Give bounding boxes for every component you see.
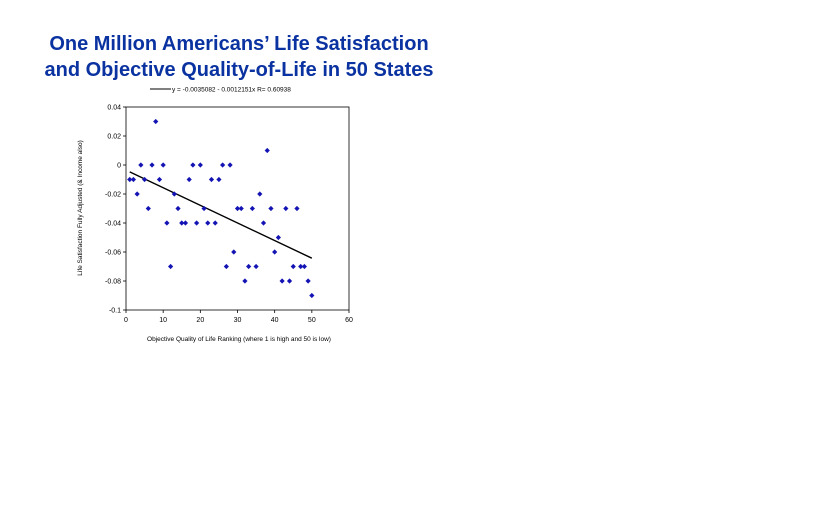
trendline bbox=[129, 171, 313, 259]
x-tick-label: 10 bbox=[159, 317, 167, 324]
data-point bbox=[275, 234, 281, 241]
x-tick-label: 60 bbox=[345, 317, 353, 324]
y-axis: 0.04 0.02 0 -0.02 -0.04 -0.06 -0.08 -0.1 bbox=[105, 105, 126, 315]
data-point bbox=[130, 176, 137, 183]
data-point bbox=[134, 191, 140, 197]
data-point bbox=[171, 191, 177, 197]
data-point bbox=[138, 162, 144, 168]
data-point bbox=[238, 205, 244, 212]
data-point bbox=[234, 205, 241, 212]
x-tick-label: 40 bbox=[271, 317, 279, 324]
data-point bbox=[309, 292, 315, 299]
data-point bbox=[175, 205, 181, 212]
data-point bbox=[227, 162, 233, 168]
data-point bbox=[186, 176, 192, 183]
y-tick-label: -0.08 bbox=[105, 279, 121, 286]
data-point bbox=[208, 176, 215, 183]
data-point bbox=[197, 162, 203, 168]
y-tick-label: 0.04 bbox=[107, 105, 121, 112]
y-tick-label: -0.04 bbox=[105, 221, 121, 228]
data-point bbox=[283, 205, 289, 212]
data-points bbox=[127, 118, 315, 299]
data-point bbox=[212, 220, 218, 226]
data-point bbox=[290, 263, 296, 270]
data-point bbox=[272, 249, 278, 255]
y-axis-label: Life Satisfaction Fully Adjusted (& Inco… bbox=[77, 140, 84, 275]
data-point bbox=[231, 249, 237, 255]
y-tick-label: 0 bbox=[117, 163, 121, 170]
legend: y = -0.0035082 - 0.0012151x R= 0.60938 bbox=[150, 87, 291, 94]
data-point bbox=[220, 162, 226, 168]
y-tick-label: -0.1 bbox=[109, 308, 121, 315]
data-point bbox=[249, 205, 255, 212]
data-point bbox=[182, 220, 189, 226]
trendline-group bbox=[129, 171, 313, 259]
data-point bbox=[242, 278, 248, 284]
data-point bbox=[153, 118, 159, 125]
data-point bbox=[127, 176, 133, 183]
data-point bbox=[160, 162, 166, 168]
x-tick-label: 0 bbox=[124, 317, 128, 324]
data-point bbox=[145, 205, 151, 212]
chart-title-line1: One Million Americans’ Life Satisfaction bbox=[49, 33, 429, 55]
data-point bbox=[286, 278, 293, 284]
x-axis-label: Objective Quality of Life Ranking (where… bbox=[147, 336, 331, 343]
data-point bbox=[264, 147, 270, 154]
data-point bbox=[223, 263, 229, 270]
data-point bbox=[298, 263, 304, 270]
data-point bbox=[301, 263, 307, 270]
data-point bbox=[294, 205, 300, 212]
y-tick-label: 0.02 bbox=[107, 134, 121, 141]
x-tick-label: 20 bbox=[196, 317, 204, 324]
x-tick-label: 30 bbox=[234, 317, 242, 324]
data-point bbox=[194, 220, 200, 226]
data-point bbox=[201, 205, 207, 212]
data-point bbox=[168, 263, 174, 270]
data-point bbox=[179, 220, 185, 226]
legend-label: y = -0.0035082 - 0.0012151x R= 0.60938 bbox=[172, 87, 291, 94]
data-point bbox=[268, 205, 274, 212]
y-tick-label: -0.06 bbox=[105, 250, 121, 257]
data-point bbox=[164, 220, 170, 226]
data-point bbox=[279, 278, 285, 284]
data-point bbox=[205, 220, 211, 226]
data-point bbox=[260, 220, 267, 226]
data-point bbox=[257, 191, 263, 197]
data-point bbox=[149, 162, 155, 168]
data-point bbox=[305, 278, 311, 284]
data-point bbox=[190, 162, 196, 168]
data-point bbox=[216, 176, 222, 183]
chart-title-line2: and Objective Quality-of-Life in 50 Stat… bbox=[44, 59, 434, 81]
x-tick-label: 50 bbox=[308, 317, 316, 324]
data-point bbox=[253, 263, 259, 270]
data-point bbox=[246, 263, 252, 270]
x-axis: 0 10 20 30 40 50 60 bbox=[124, 310, 353, 324]
data-point bbox=[156, 176, 163, 183]
data-point bbox=[141, 176, 148, 183]
y-tick-label: -0.02 bbox=[105, 192, 121, 199]
